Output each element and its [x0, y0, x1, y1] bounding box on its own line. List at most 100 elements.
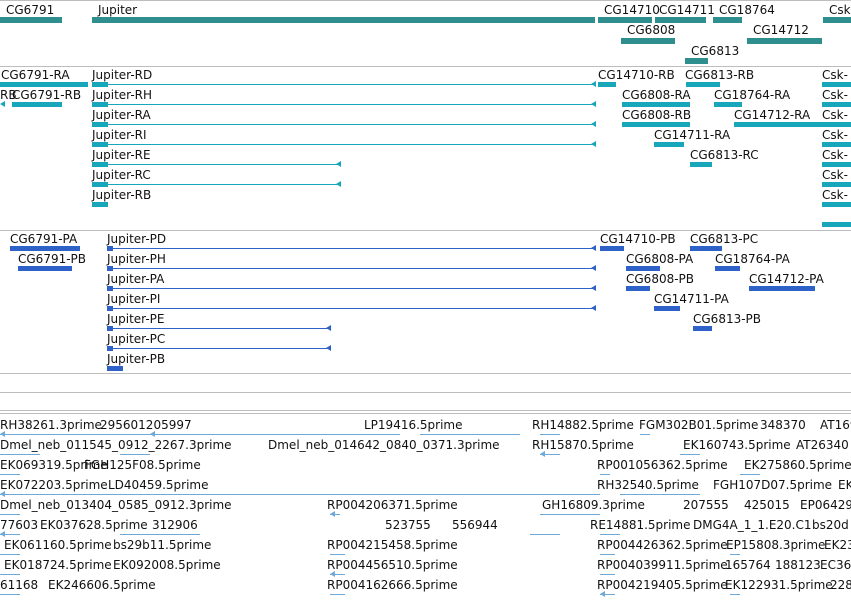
est-label[interactable]: EK018724.5prime: [4, 558, 112, 572]
protein-label[interactable]: Jupiter-PD: [107, 232, 167, 246]
est-feature[interactable]: [600, 594, 615, 595]
gene-label[interactable]: CG14710: [604, 3, 660, 17]
est-label[interactable]: 207555: [683, 498, 729, 512]
transcript-intron-line[interactable]: [92, 124, 595, 125]
est-feature[interactable]: [640, 434, 650, 435]
est-feature[interactable]: [330, 574, 345, 575]
protein-label[interactable]: CG6791-PA: [10, 232, 78, 246]
est-feature[interactable]: [600, 474, 610, 475]
protein-exon[interactable]: [107, 286, 113, 291]
transcript-label[interactable]: Jupiter-RH: [92, 88, 153, 102]
est-label[interactable]: 312906: [152, 518, 198, 532]
transcript-intron-line[interactable]: [92, 144, 595, 145]
est-feature[interactable]: [330, 594, 345, 595]
transcript-exon[interactable]: [92, 122, 108, 127]
est-feature[interactable]: [0, 434, 400, 435]
est-label[interactable]: EK246606.5prime: [48, 578, 156, 592]
protein-intron-line[interactable]: [107, 348, 330, 349]
transcript-label[interactable]: CG6791-RB: [12, 88, 82, 102]
transcript-feature[interactable]: [622, 102, 690, 107]
protein-intron-line[interactable]: [107, 288, 595, 289]
protein-feature[interactable]: [626, 266, 660, 271]
transcript-feature[interactable]: [822, 82, 851, 87]
protein-label[interactable]: CG18764-PA: [715, 252, 790, 266]
transcript-label[interactable]: Jupiter-RE: [92, 148, 151, 162]
est-feature[interactable]: [540, 434, 560, 435]
protein-label[interactable]: CG14711-PA: [654, 292, 729, 306]
gene-label[interactable]: CG6813: [691, 44, 740, 58]
transcript-label[interactable]: Csk-: [822, 68, 848, 82]
est-label[interactable]: EK072203.5prime: [0, 478, 108, 492]
transcript-feature[interactable]: [686, 82, 720, 87]
est-feature[interactable]: [620, 494, 700, 495]
est-feature[interactable]: [420, 434, 520, 435]
est-label[interactable]: RH38261.3prime: [0, 418, 102, 432]
est-feature[interactable]: [540, 454, 560, 455]
protein-feature[interactable]: [10, 246, 80, 251]
protein-label[interactable]: CG14710-PB: [600, 232, 676, 246]
est-label[interactable]: RE14881.5prime: [590, 518, 691, 532]
est-feature[interactable]: [600, 574, 615, 575]
est-label[interactable]: RH15870.5prime: [532, 438, 634, 452]
est-label[interactable]: 523755: [385, 518, 431, 532]
protein-label[interactable]: Jupiter-PH: [107, 252, 166, 266]
transcript-intron-line[interactable]: [92, 164, 340, 165]
protein-intron-line[interactable]: [107, 308, 595, 309]
protein-label[interactable]: CG6791-PB: [18, 252, 87, 266]
transcript-exon[interactable]: [92, 182, 108, 187]
transcript-label[interactable]: Jupiter-RC: [92, 168, 151, 182]
protein-label[interactable]: Jupiter-PA: [107, 272, 165, 286]
transcript-label[interactable]: Csk-: [822, 168, 848, 182]
protein-feature[interactable]: [749, 286, 815, 291]
transcript-exon[interactable]: [92, 102, 108, 107]
transcript-label[interactable]: CG6813-RC: [690, 148, 759, 162]
transcript-intron-line[interactable]: [92, 184, 340, 185]
transcript-feature[interactable]: [822, 142, 851, 147]
transcript-label[interactable]: Jupiter-RB: [92, 188, 152, 202]
est-label[interactable]: GH16809.3prime: [542, 498, 645, 512]
transcript-label[interactable]: CG6791-RA: [1, 68, 70, 82]
transcript-label[interactable]: CG14711-RA: [654, 128, 731, 142]
est-label[interactable]: 228: [830, 578, 851, 592]
est-label[interactable]: RH32540.5prime: [597, 478, 699, 492]
est-label[interactable]: 348370: [760, 418, 806, 432]
est-label[interactable]: RP004456510.5prime: [327, 558, 458, 572]
transcript-exon[interactable]: [92, 202, 108, 207]
est-feature[interactable]: [330, 554, 345, 555]
est-label[interactable]: EK23: [824, 538, 851, 552]
gene-feature[interactable]: [823, 17, 851, 23]
gene-feature[interactable]: [713, 17, 742, 23]
est-label[interactable]: RH14882.5prime: [532, 418, 634, 432]
est-label[interactable]: FGM302B01.5prime: [639, 418, 759, 432]
est-label[interactable]: RP004162666.5prime: [327, 578, 458, 592]
est-label[interactable]: Dmel_neb_014642_0840_0371.3prime: [268, 438, 500, 452]
protein-feature[interactable]: [693, 326, 712, 331]
transcript-feature[interactable]: [714, 102, 742, 107]
est-label[interactable]: RP004206371.5prime: [327, 498, 458, 512]
transcript-feature[interactable]: [822, 102, 851, 107]
est-feature[interactable]: [0, 474, 20, 475]
transcript-feature[interactable]: [822, 222, 851, 227]
est-feature[interactable]: [600, 554, 615, 555]
gene-label[interactable]: Csk: [829, 3, 851, 17]
transcript-feature[interactable]: [598, 82, 616, 87]
est-label[interactable]: EP06429: [800, 498, 851, 512]
gene-feature[interactable]: [598, 17, 652, 23]
est-label[interactable]: Dmel_neb_013404_0585_0912.3prime: [0, 498, 232, 512]
transcript-feature[interactable]: [654, 142, 684, 147]
transcript-label[interactable]: CG6808-RB: [622, 108, 692, 122]
est-label[interactable]: LD40459.5prime: [108, 478, 209, 492]
protein-exon[interactable]: [107, 326, 113, 331]
transcript-label[interactable]: CG14712-RA: [734, 108, 811, 122]
transcript-label[interactable]: CG6813-RB: [685, 68, 755, 82]
protein-intron-line[interactable]: [107, 268, 595, 269]
est-feature[interactable]: [330, 514, 340, 515]
est-label[interactable]: 61168: [0, 578, 39, 592]
gene-label[interactable]: Jupiter: [98, 3, 138, 17]
transcript-label[interactable]: Jupiter-RI: [92, 128, 147, 142]
transcript-exon[interactable]: [92, 162, 108, 167]
est-label[interactable]: FGH125F08.5prime: [84, 458, 201, 472]
transcript-exon[interactable]: [92, 82, 108, 87]
est-label[interactable]: EP15808.3prime: [726, 538, 826, 552]
est-feature[interactable]: [0, 594, 20, 595]
